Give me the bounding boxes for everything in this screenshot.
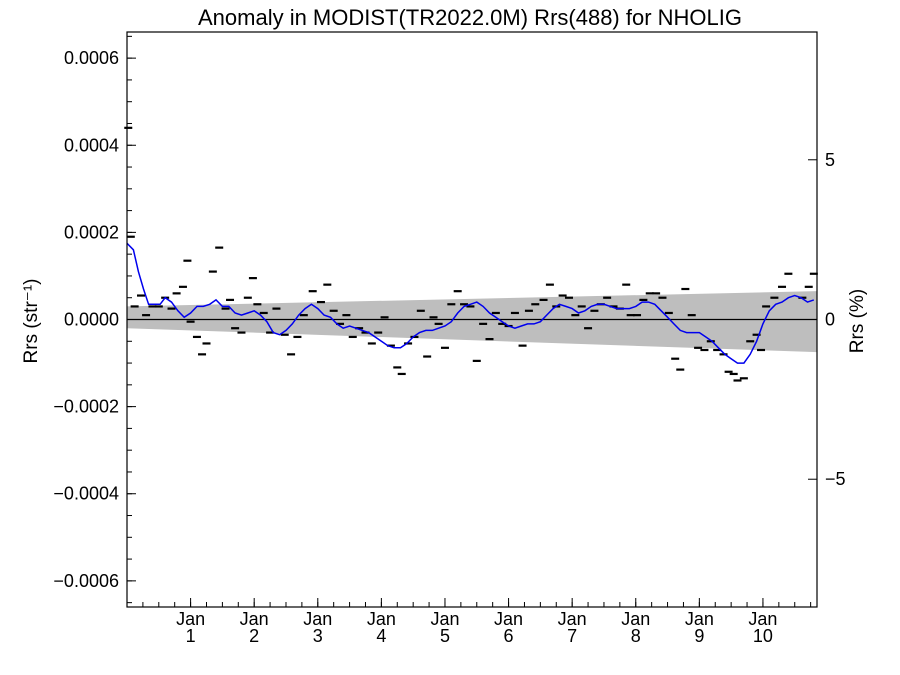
x-tick-label-month: Jan xyxy=(240,609,269,629)
x-tick-label-year: 3 xyxy=(313,626,323,646)
x-tick-label-month: Jan xyxy=(558,609,587,629)
x-tick-label-year: 2 xyxy=(249,626,259,646)
x-tick-label-year: 6 xyxy=(504,626,514,646)
y-tick-label: 0.0000 xyxy=(64,310,119,330)
x-tick-label-year: 10 xyxy=(753,626,773,646)
x-tick-label-year: 8 xyxy=(631,626,641,646)
x-tick-label-month: Jan xyxy=(494,609,523,629)
x-tick-label-year: 9 xyxy=(694,626,704,646)
chart-title: Anomaly in MODIST(TR2022.0M) Rrs(488) fo… xyxy=(198,5,742,30)
x-tick-label-month: Jan xyxy=(303,609,332,629)
x-tick-label-year: 1 xyxy=(186,626,196,646)
y-tick-label: 0.0002 xyxy=(64,222,119,242)
x-tick-label-month: Jan xyxy=(176,609,205,629)
y-tick-label: 0.0004 xyxy=(64,135,119,155)
y2-tick-label: 5 xyxy=(825,150,835,170)
y2-tick-label: 0 xyxy=(825,310,835,330)
y-tick-label: 0.0006 xyxy=(64,48,119,68)
y-tick-label: −0.0004 xyxy=(53,484,119,504)
x-tick-label-month: Jan xyxy=(621,609,650,629)
smoothed-series-line xyxy=(126,242,815,364)
y-axis-right-label: Rrs (%) xyxy=(847,289,868,353)
y-tick-label: −0.0002 xyxy=(53,397,119,417)
x-tick-label-month: Jan xyxy=(685,609,714,629)
x-tick-label-year: 5 xyxy=(440,626,450,646)
x-tick-label-year: 4 xyxy=(376,626,386,646)
x-tick-label-month: Jan xyxy=(367,609,396,629)
x-tick-label-month: Jan xyxy=(748,609,777,629)
x-tick-label-year: 7 xyxy=(567,626,577,646)
y2-tick-label: −5 xyxy=(825,469,846,489)
y-tick-label: −0.0006 xyxy=(53,571,119,591)
uncertainty-band xyxy=(127,291,817,353)
y-axis-label: Rrs (str⁻¹) xyxy=(21,279,42,364)
x-tick-label-month: Jan xyxy=(430,609,459,629)
plot-area: 0.0006 0.0004 0.0002 0.0000 −0.0002 −0.0004 −0… xyxy=(53,31,846,646)
